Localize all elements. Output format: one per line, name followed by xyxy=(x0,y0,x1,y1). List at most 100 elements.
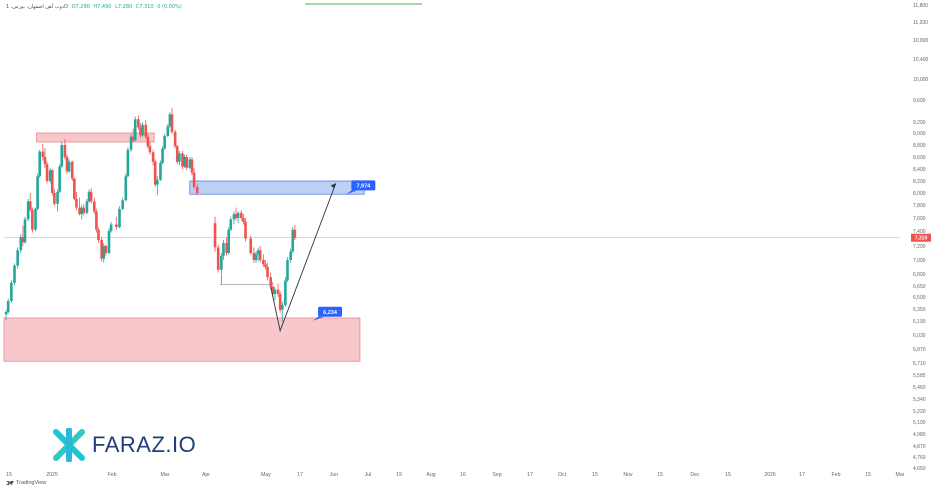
time-tick-label: May xyxy=(261,472,271,478)
time-tick-label: Mar xyxy=(896,472,905,478)
candle-body xyxy=(93,201,96,212)
candle-body xyxy=(48,170,52,181)
candle-body xyxy=(67,161,71,172)
candle-body xyxy=(168,114,172,127)
candle-body xyxy=(163,136,166,149)
candle-body xyxy=(131,136,135,141)
time-tick-label: Jun xyxy=(330,472,338,478)
time-axis[interactable]: 15 2025 Feb Mar Apr May 17 Jun Jul 19 Aug 16 Sep 17 Oc… xyxy=(6,472,905,478)
candle-body xyxy=(141,124,144,136)
target-zone[interactable] xyxy=(189,180,365,195)
candle-body xyxy=(159,163,162,180)
candle-body xyxy=(100,240,103,259)
candle-body xyxy=(109,224,113,231)
candle-body xyxy=(170,114,174,132)
candle-body xyxy=(173,131,177,147)
candle-body xyxy=(220,255,223,270)
candle-body xyxy=(280,305,284,310)
symbol-name[interactable]: ذوب آهن اصفهان، بورس، 1D xyxy=(6,4,68,10)
candle-body xyxy=(41,151,45,157)
tradingview-icon xyxy=(6,481,14,485)
candle-body xyxy=(87,191,91,202)
support-price-label[interactable]: 6,234 xyxy=(313,306,343,321)
support-price-label-text: 6,234 xyxy=(323,310,338,316)
time-tick-label: Nov xyxy=(623,472,633,478)
candle-body xyxy=(146,136,150,147)
candle-body xyxy=(293,229,297,238)
candle-body xyxy=(271,286,275,295)
faraz-logo-icon xyxy=(53,428,85,462)
time-tick-label: 2026 xyxy=(764,472,776,478)
candle-body xyxy=(286,260,289,281)
tradingview-label: TradingView xyxy=(16,480,47,486)
candle-body xyxy=(56,191,59,204)
projection-path[interactable] xyxy=(270,183,337,333)
price-tick-label: 7,800 xyxy=(913,203,926,209)
time-tick-label: 17 xyxy=(297,472,303,478)
price-tick-label: 11,800 xyxy=(913,3,928,9)
candle-body xyxy=(181,153,184,167)
faraz-logo: FARAZ.IO xyxy=(52,428,196,462)
candle-body xyxy=(80,207,83,215)
price-tick-label: 4,760 xyxy=(913,455,926,461)
current-price-tag-text: 7,310 xyxy=(915,235,928,241)
candle-body xyxy=(121,200,124,209)
price-tick-label: 5,585 xyxy=(913,373,926,379)
price-tick-label: 6,030 xyxy=(913,333,926,339)
candle-body xyxy=(185,157,188,168)
candle-body xyxy=(23,219,27,243)
resistance-zone[interactable] xyxy=(36,132,155,143)
candle-body xyxy=(43,157,47,165)
price-axis[interactable]: 11,800 11,200 10,800 10,400 10,000 9,600 9,200… xyxy=(911,3,931,472)
candle-body xyxy=(278,294,282,310)
price-tick-label: 8,000 xyxy=(913,191,926,197)
candle-body xyxy=(264,264,267,267)
candle-body xyxy=(151,152,155,162)
price-tick-label: 4,980 xyxy=(913,432,926,438)
candle-body xyxy=(188,159,192,168)
candle-body xyxy=(95,211,98,230)
open-value: O7,290 xyxy=(71,4,90,10)
candle-body xyxy=(58,166,61,192)
candle-body xyxy=(124,176,128,201)
price-tick-label: 7,000 xyxy=(913,258,926,264)
candle-body xyxy=(104,246,108,253)
candle-body xyxy=(242,218,245,222)
tradingview-badge[interactable]: TradingView xyxy=(6,480,46,486)
candle-body xyxy=(254,254,258,260)
price-tick-label: 6,500 xyxy=(913,295,926,301)
price-tick-label: 5,220 xyxy=(913,409,926,415)
price-tick-label: 8,800 xyxy=(913,143,926,149)
price-tick-label: 9,600 xyxy=(913,98,926,104)
candle-body xyxy=(70,161,74,179)
candle-body xyxy=(266,267,269,278)
candle-body xyxy=(4,312,8,315)
high-value: H7,490 xyxy=(93,4,112,10)
candle-body xyxy=(28,201,32,211)
candle-body xyxy=(102,246,106,259)
candle-body xyxy=(13,265,16,283)
support-zone[interactable] xyxy=(3,317,361,362)
candle-body xyxy=(85,201,89,213)
price-tick-label: 10,000 xyxy=(913,77,929,83)
time-tick-label: Oct xyxy=(558,472,567,478)
candle-body xyxy=(166,126,170,136)
time-tick-label: Apr xyxy=(202,472,210,478)
candle-body xyxy=(244,221,247,239)
candle-body xyxy=(115,224,118,228)
candle-body xyxy=(213,223,217,248)
target-price-label[interactable]: 7,974 xyxy=(346,180,376,195)
time-tick-label: 15 xyxy=(725,472,731,478)
price-tick-label: 6,190 xyxy=(913,319,926,325)
candle-body xyxy=(16,250,19,266)
price-tick-label: 6,350 xyxy=(913,307,926,313)
time-tick-label: 15 xyxy=(865,472,871,478)
price-tick-label: 8,400 xyxy=(913,167,926,173)
candle-body xyxy=(63,145,67,157)
time-tick-label: 17 xyxy=(527,472,533,478)
candle-body xyxy=(222,243,225,256)
low-value: L7,280 xyxy=(115,4,133,10)
price-tick-label: 7,600 xyxy=(913,216,926,222)
candle-body xyxy=(225,243,228,253)
